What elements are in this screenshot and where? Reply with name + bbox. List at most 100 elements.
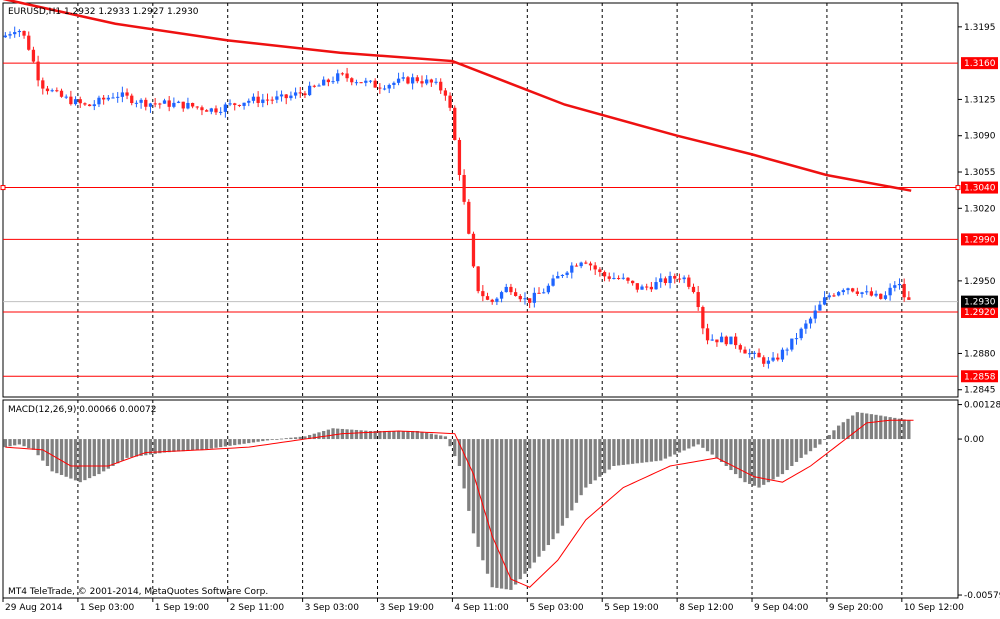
macd-bar xyxy=(673,439,677,455)
candle-body xyxy=(102,97,106,100)
candle-body xyxy=(546,285,551,293)
candle-body xyxy=(649,286,654,290)
candle-body xyxy=(176,101,181,103)
price-levels[interactable] xyxy=(0,62,961,377)
macd-bar xyxy=(907,420,911,440)
candle-body xyxy=(8,34,12,36)
macd-bar xyxy=(387,430,391,440)
macd-bar xyxy=(621,439,625,465)
macd-grid xyxy=(77,400,903,598)
macd-bar xyxy=(776,439,780,477)
candle-body xyxy=(261,99,265,103)
macd-bar xyxy=(584,439,588,488)
candle-body xyxy=(794,338,799,340)
candle-body xyxy=(434,81,438,83)
candle-body xyxy=(790,338,794,350)
candle-body xyxy=(846,288,850,291)
macd-bar xyxy=(635,439,639,464)
macd-bar xyxy=(148,439,153,455)
macd-bar xyxy=(261,439,265,442)
macd-bar xyxy=(766,439,771,483)
candle-body xyxy=(392,82,396,85)
macd-bar xyxy=(214,439,218,448)
candle-body xyxy=(485,296,490,300)
candle-body xyxy=(776,357,780,360)
candle-body xyxy=(373,80,377,88)
candle-body xyxy=(247,100,251,103)
candle-body xyxy=(612,277,616,279)
candle-body xyxy=(476,266,480,292)
level-label: 1.2920 xyxy=(964,308,996,318)
macd-bar xyxy=(331,428,335,440)
macd-bar xyxy=(448,439,452,447)
macd-bar xyxy=(130,439,134,458)
macd-histogram xyxy=(3,412,911,590)
macd-bar xyxy=(92,439,96,477)
macd-bar xyxy=(462,439,466,489)
price-tick-label: 1.3125 xyxy=(964,95,996,105)
candle-body xyxy=(499,292,504,299)
macd-bar xyxy=(22,439,26,447)
candle-body xyxy=(729,336,733,345)
candle-body xyxy=(134,102,139,104)
macd-bar xyxy=(827,435,831,440)
macd-tick-label: 0.00128 xyxy=(964,401,1000,411)
candle-body xyxy=(186,102,190,109)
macd-indicator-title: MACD(12,26,9) 0.00066 0.00072 xyxy=(8,405,157,415)
candle-body xyxy=(579,262,583,267)
macd-bar xyxy=(865,413,869,440)
candle-body xyxy=(45,88,50,92)
candle-body xyxy=(275,96,279,100)
candle-body xyxy=(748,353,752,355)
macd-bar xyxy=(818,439,822,445)
price-pane[interactable]: 1.3195 1.3125 1.3090 1.3055 1.3020 1.2950 1.28… xyxy=(0,0,998,398)
macd-bar xyxy=(879,415,883,440)
macd-bar xyxy=(701,439,705,448)
macd-axis: 0.00128 0.00 -0.00579 xyxy=(958,401,1000,601)
candle-body xyxy=(813,310,817,319)
candle-body xyxy=(190,102,195,107)
time-tick-label: 1 Sep 19:00 xyxy=(155,603,210,613)
macd-bar xyxy=(125,439,129,458)
candle-body xyxy=(303,93,307,96)
candle-body xyxy=(616,277,621,279)
macd-bar xyxy=(116,439,120,464)
candle-body xyxy=(869,291,874,296)
macd-bar xyxy=(509,439,513,590)
macd-bar xyxy=(579,439,583,496)
macd-bar xyxy=(153,439,157,454)
macd-bar xyxy=(574,439,579,503)
macd-bar xyxy=(181,439,185,452)
candle-body xyxy=(453,107,457,140)
macd-bar xyxy=(598,439,602,477)
macd-bar xyxy=(902,419,906,440)
macd-pane[interactable]: 0.00128 0.00 -0.00579 MACD(12,26,9) 0.0006… xyxy=(2,399,1000,601)
candle-body xyxy=(883,295,888,299)
macd-bar xyxy=(556,439,560,534)
candle-body xyxy=(860,292,864,294)
candle-body xyxy=(593,265,597,270)
macd-bar xyxy=(687,439,691,449)
macd-bar xyxy=(345,429,349,440)
macd-bar xyxy=(237,439,242,445)
time-tick-label: 5 Sep 03:00 xyxy=(529,603,584,613)
level-label-box xyxy=(961,370,998,383)
level-label: 1.2990 xyxy=(964,235,996,245)
candle-body xyxy=(448,95,452,108)
macd-bar xyxy=(429,433,433,440)
macd-bar xyxy=(570,439,574,511)
candle-body xyxy=(41,80,45,89)
macd-bar xyxy=(8,439,12,447)
macd-bar xyxy=(626,439,630,465)
macd-bar xyxy=(373,430,377,440)
candle-body xyxy=(396,78,401,83)
macd-bar xyxy=(396,430,401,440)
candle-body xyxy=(214,108,218,113)
candle-body xyxy=(336,73,340,82)
candle-body xyxy=(471,233,476,267)
candle-body xyxy=(322,79,326,86)
candle-body xyxy=(345,73,349,79)
macd-bar xyxy=(893,417,897,440)
